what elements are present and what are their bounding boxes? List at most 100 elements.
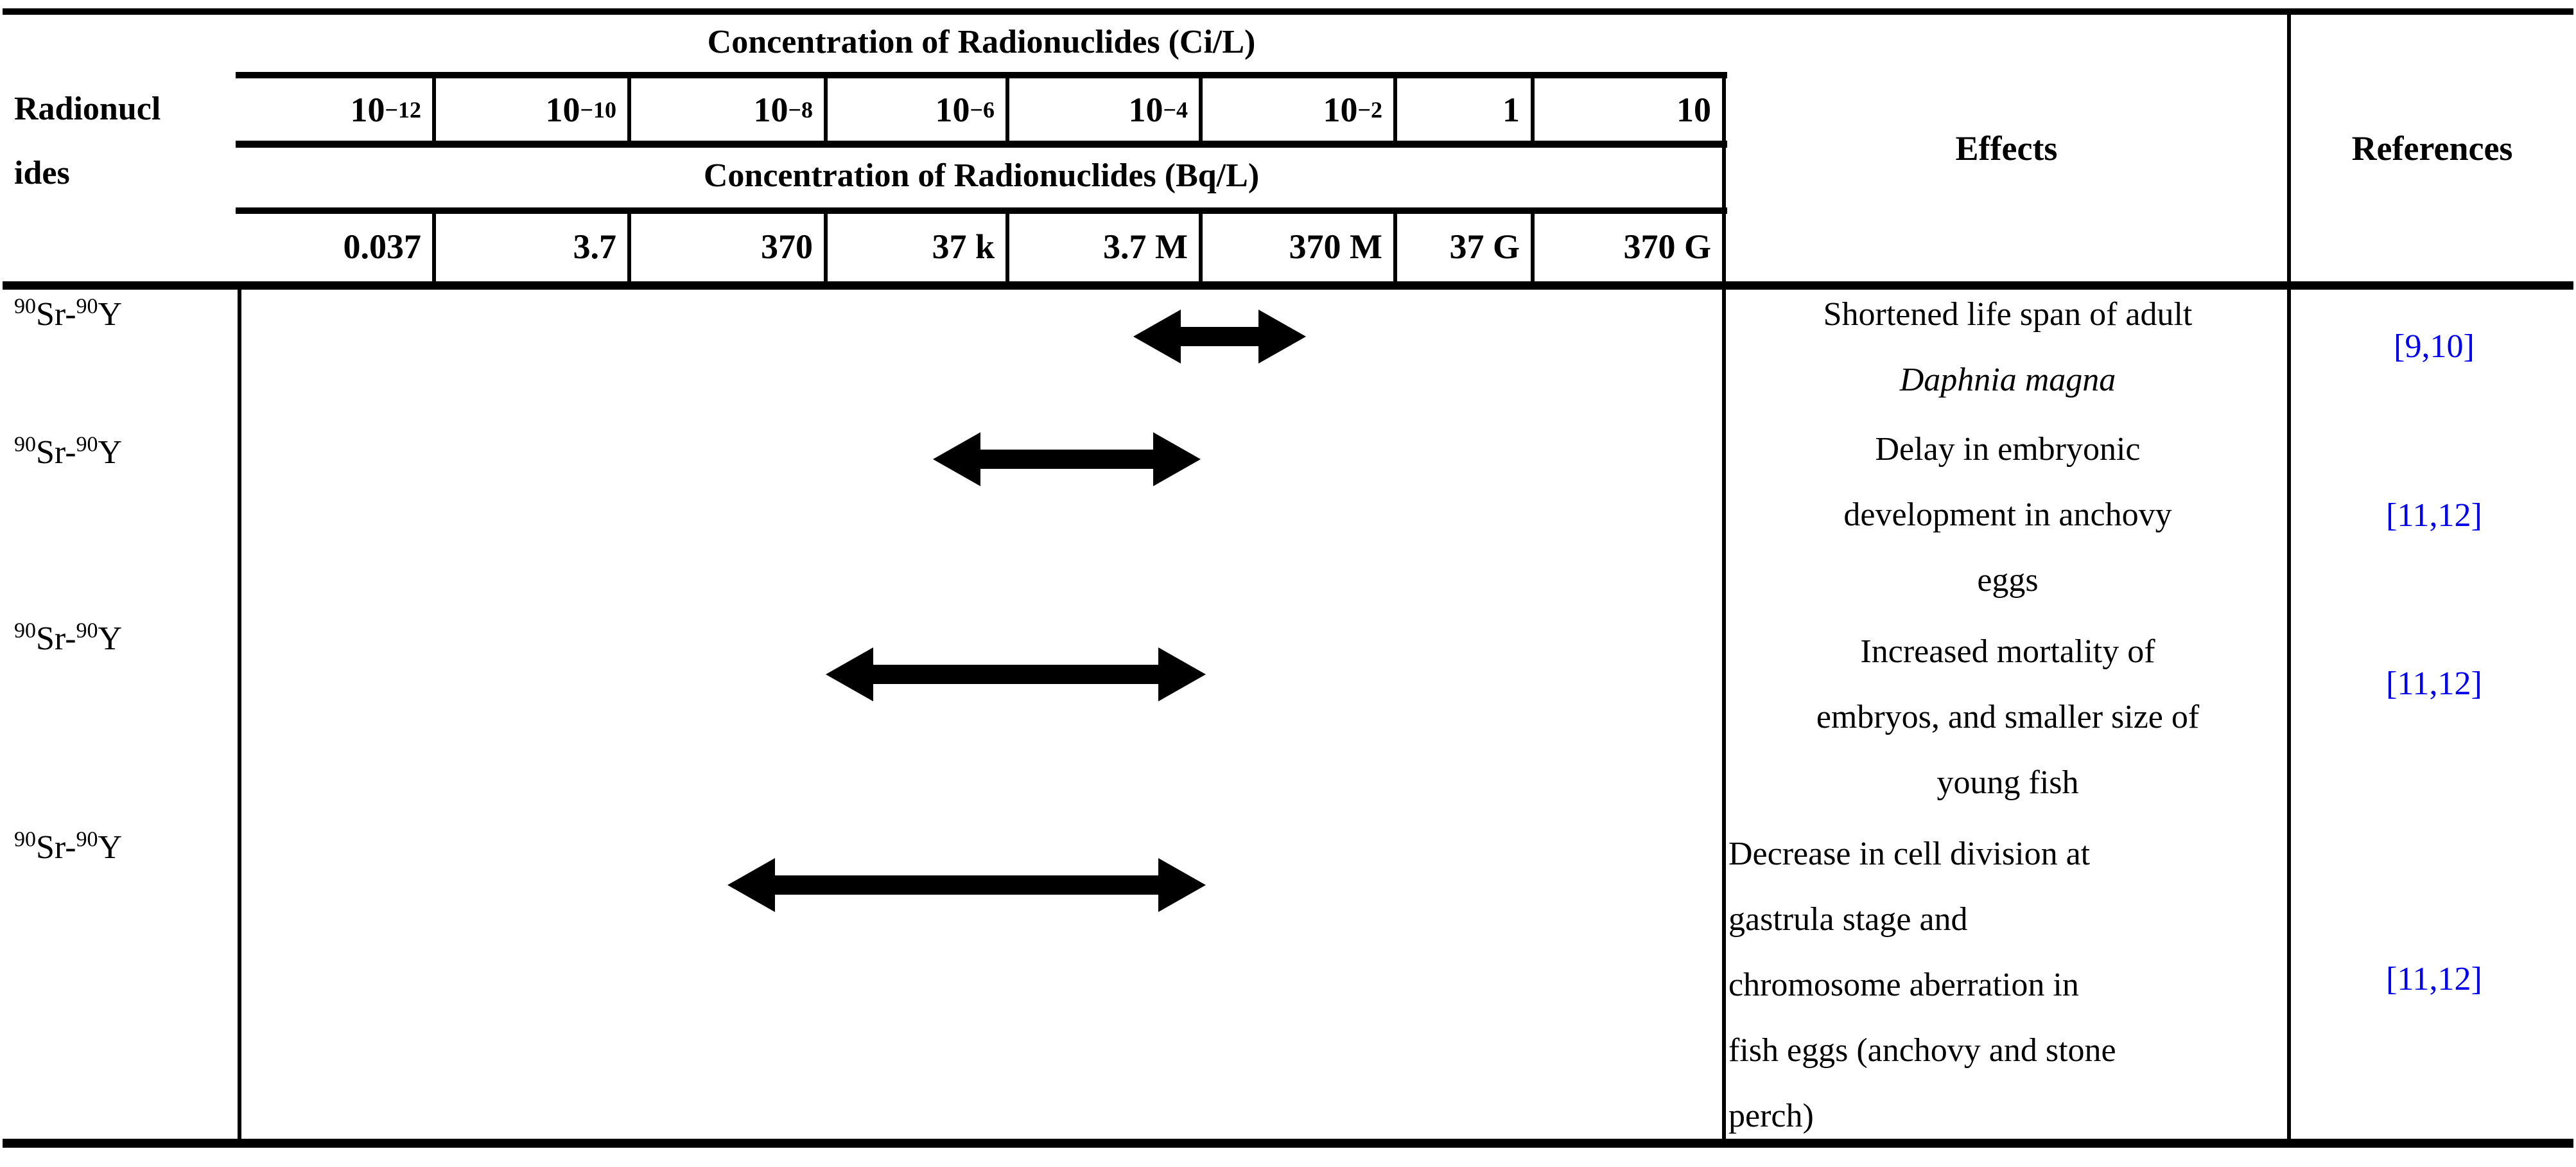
nuclide-element: Sr-	[36, 296, 76, 333]
effect-line: Delay in embryonic	[1875, 431, 2141, 468]
effect-line: Increased mortality of	[1860, 633, 2155, 670]
ci-scale-cell: 10 −6	[935, 91, 995, 129]
bq-cell-divider	[627, 207, 631, 290]
ci-scale-value: 10	[545, 91, 580, 129]
arrow-head-right-icon	[1158, 858, 1206, 912]
bq-cell-divider	[824, 207, 828, 290]
arrow-head-left-icon	[826, 647, 873, 701]
nuclide-mass-number: 90	[76, 294, 98, 319]
ci-scale-cell: 10 −10	[545, 91, 616, 129]
arrow-head-right-icon	[1158, 647, 1206, 701]
effect-line: Decrease in cell division at	[1728, 836, 2091, 872]
bq-cell-divider	[1199, 207, 1203, 290]
ci-scale-cell: 1	[1395, 79, 1520, 141]
ci-scale-title: Concentration of Radionuclides (Ci/L)	[707, 24, 1256, 60]
column-header-references: References	[2351, 128, 2513, 168]
ci-scale-value: 1	[1502, 91, 1520, 129]
effect-line: gastrula stage and	[1728, 901, 1968, 938]
nuclide-mass-number: 90	[14, 294, 36, 319]
ci-scale-bottom-rule	[236, 141, 1727, 148]
reference-link[interactable]: [11,12]	[2386, 961, 2482, 997]
effect-text: Increased mortality of embryos, and small…	[1728, 619, 2287, 816]
ci-cell-divider	[1005, 72, 1009, 148]
reference-link[interactable]: [9,10]	[2394, 328, 2475, 365]
ci-scale-value: 10	[350, 91, 385, 129]
nuclide-mass-number: 90	[76, 827, 98, 852]
effect-text: Decrease in cell division at gastrula sta…	[1728, 821, 2287, 1149]
bq-scale-cell: 3.7 M	[1007, 214, 1188, 279]
ci-scale-top-rule	[236, 72, 1727, 78]
bq-scale-value: 37 k	[932, 227, 995, 266]
ci-scale-value: 10	[935, 91, 970, 129]
bq-cell-divider	[1531, 207, 1535, 290]
arrow-bar	[1181, 327, 1258, 346]
bq-scale-cell: 37 k	[826, 214, 995, 279]
ci-scale-cell: 10 −2	[1323, 91, 1382, 129]
ci-scale-value: 10	[753, 91, 788, 129]
nuclide-mass-number: 90	[14, 432, 36, 457]
effect-text: Delay in embryonic development in anchovy…	[1728, 417, 2287, 613]
reference-link[interactable]: [11,12]	[2386, 665, 2482, 702]
ci-cell-divider	[432, 72, 436, 148]
nuclide-mass-number: 90	[76, 619, 98, 643]
table-top-rule	[3, 8, 2573, 15]
arrow-head-left-icon	[1133, 310, 1181, 364]
range-arrow	[826, 647, 1206, 701]
bq-cell-divider	[1005, 207, 1009, 290]
ci-scale-cell: 10	[1533, 79, 1711, 141]
nuclide-mass-number: 90	[76, 432, 98, 457]
nuclide-element: Y	[98, 296, 123, 333]
effect-line: perch)	[1728, 1098, 1814, 1134]
reference-link[interactable]: [11,12]	[2386, 497, 2482, 534]
body-left-divider	[238, 290, 241, 1139]
nuclide-label: 90Sr-90Y	[14, 815, 226, 881]
bq-scale-cell: 3.7	[434, 214, 617, 279]
table-bottom-rule	[3, 1139, 2573, 1148]
range-arrow	[933, 432, 1201, 486]
ci-scale-cell: 10 −8	[753, 91, 813, 129]
effect-line: young fish	[1936, 764, 2079, 801]
ci-scale-value: 10	[1323, 91, 1358, 129]
bq-scale-value: 0.037	[343, 227, 422, 266]
arrow-bar	[980, 450, 1153, 469]
ci-cell-divider	[1531, 72, 1535, 148]
ci-cell-divider	[627, 72, 631, 148]
arrow-head-right-icon	[1153, 432, 1201, 486]
nuclide-element: Sr-	[36, 434, 76, 471]
references-left-divider	[2287, 15, 2291, 1139]
nuclide-label: 90Sr-90Y	[14, 606, 226, 672]
nuclide-element: Y	[98, 829, 123, 866]
ci-scale-cell: 10 −12	[350, 91, 421, 129]
bq-scale-cell: 370 M	[1201, 214, 1382, 279]
bq-scale-cell: 37 G	[1395, 214, 1520, 279]
bq-scale-top-rule	[236, 207, 1727, 214]
effect-line: Shortened life span of adult	[1823, 296, 2193, 333]
bq-scale-cell: 370 G	[1533, 214, 1711, 279]
ci-scale-cell: 10 −4	[1128, 91, 1188, 129]
effect-line: eggs	[1977, 562, 2039, 599]
bq-scale-cell: 370	[629, 214, 813, 279]
ci-cell-divider	[824, 72, 828, 148]
arrow-head-left-icon	[933, 432, 980, 486]
bq-scale-value: 370	[761, 227, 813, 266]
bq-scale-value: 37 G	[1449, 227, 1520, 266]
nuclide-mass-number: 90	[14, 827, 36, 852]
arrow-bar	[775, 875, 1158, 895]
range-arrow	[727, 858, 1206, 912]
nuclide-label: 90Sr-90Y	[14, 282, 226, 347]
effect-line: chromosome aberration in	[1728, 967, 2079, 1003]
bq-scale-value: 370 G	[1623, 227, 1711, 266]
bq-scale-cell: 0.037	[236, 214, 422, 279]
effect-line: development in anchovy	[1843, 496, 2172, 533]
header-separator-rule	[3, 281, 2573, 290]
arrow-head-right-icon	[1258, 310, 1306, 364]
bq-cell-divider	[432, 207, 436, 290]
arrow-head-left-icon	[727, 858, 775, 912]
nuclide-element: Sr-	[36, 620, 76, 657]
bq-scale-value: 3.7	[573, 227, 617, 266]
bq-scale-title: Concentration of Radionuclides (Bq/L)	[703, 157, 1260, 194]
effect-text: Shortened life span of adult Daphnia magn…	[1728, 282, 2287, 413]
ci-cell-divider	[1393, 72, 1397, 148]
effect-line: embryos, and smaller size of	[1816, 699, 2200, 735]
